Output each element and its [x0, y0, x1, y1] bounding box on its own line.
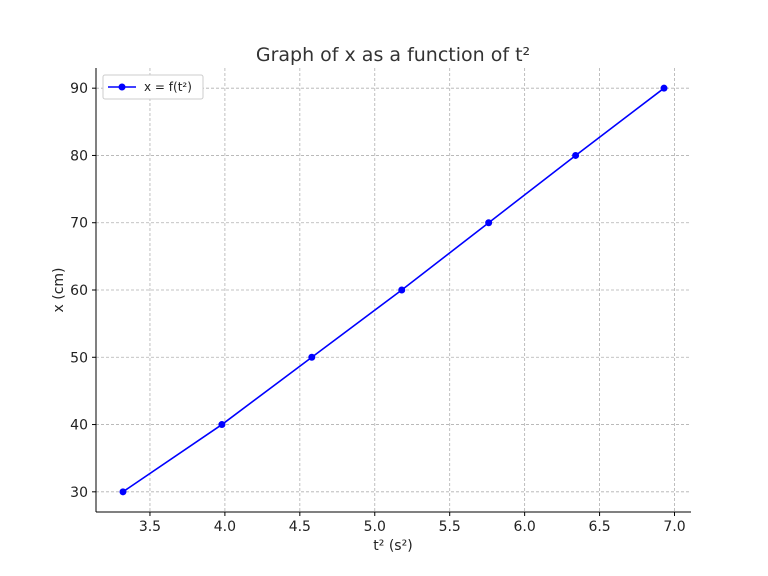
x-tick-label: 7.0 [663, 519, 685, 535]
grid [96, 68, 691, 512]
x-tick-label: 4.5 [289, 519, 311, 535]
x-axis-label: t² (s²) [373, 538, 412, 554]
legend: x = f(t²) [102, 74, 204, 100]
x-tick-label: 6.5 [588, 519, 610, 535]
y-ticks: 30 40 50 60 70 80 90 [70, 81, 96, 501]
y-tick-label: 30 [70, 485, 88, 501]
series-layer [119, 84, 668, 496]
x-tick-label: 6.0 [514, 519, 536, 535]
y-tick-label: 90 [70, 81, 88, 97]
legend-box [102, 74, 204, 100]
data-point [572, 151, 580, 159]
data-point [398, 286, 406, 294]
x-ticks: 3.5 4.0 4.5 5.0 5.5 6.0 6.5 7.0 [139, 512, 686, 535]
y-tick-label: 60 [70, 283, 88, 299]
data-point [308, 353, 316, 361]
x-tick-label: 5.5 [439, 519, 461, 535]
data-point [485, 219, 493, 227]
data-point [660, 84, 668, 92]
y-tick-label: 70 [70, 216, 88, 232]
y-axis-label: x (cm) [51, 268, 67, 313]
y-tick-label: 80 [70, 148, 88, 164]
x-tick-label: 4.0 [214, 519, 236, 535]
y-tick-label: 50 [70, 350, 88, 366]
legend-label: x = f(t²) [144, 80, 192, 94]
data-point [218, 421, 226, 429]
chart-title: Graph of x as a function of t² [256, 44, 530, 66]
y-tick-label: 40 [70, 418, 88, 434]
data-point [119, 488, 127, 496]
legend-marker [118, 83, 126, 91]
x-tick-label: 5.0 [364, 519, 386, 535]
x-tick-label: 3.5 [139, 519, 161, 535]
